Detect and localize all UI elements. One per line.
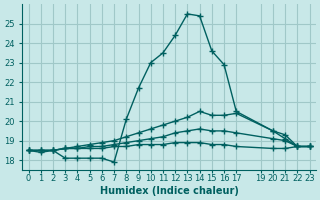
X-axis label: Humidex (Indice chaleur): Humidex (Indice chaleur) <box>100 186 238 196</box>
